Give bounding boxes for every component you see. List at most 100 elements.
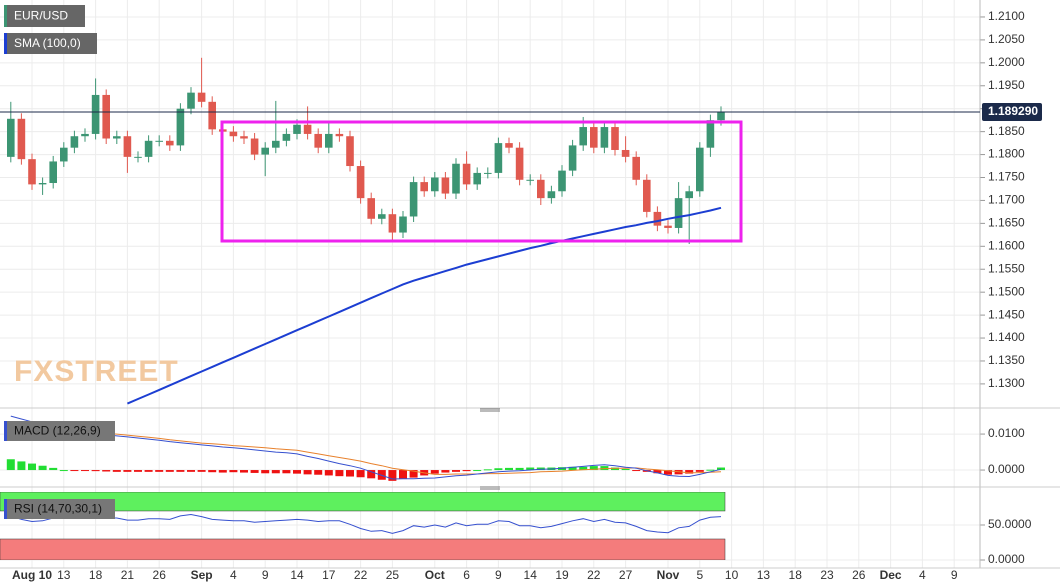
candle-body xyxy=(187,92,195,109)
histogram-bar xyxy=(38,465,47,471)
y-tick-label: 1.1750 xyxy=(988,170,1025,184)
histogram-bar xyxy=(208,470,217,473)
y-tick-label: 1.1350 xyxy=(988,353,1025,367)
histogram-bar xyxy=(600,466,609,471)
x-tick-label: Nov xyxy=(657,568,680,582)
y-tick-label: 1.1400 xyxy=(988,330,1025,344)
x-tick-label: 14 xyxy=(290,568,304,582)
x-tick-label: 18 xyxy=(789,568,803,582)
histogram-bar xyxy=(589,466,598,471)
y-tick-label: 1.2000 xyxy=(988,55,1025,69)
candle-body xyxy=(717,111,725,121)
legend-box[interactable] xyxy=(4,33,97,54)
candle-body xyxy=(611,127,619,150)
rsi-line xyxy=(10,513,722,534)
legend-layer: EUR/USD SMA (100,0) MACD (12,26,9) RSI (… xyxy=(4,5,115,519)
x-tick-label: 13 xyxy=(57,568,71,582)
candle-body xyxy=(176,108,185,146)
y-tick-label: 1.1950 xyxy=(988,78,1025,92)
histogram-bar xyxy=(28,463,36,471)
histogram-bar xyxy=(229,470,238,473)
candle-body xyxy=(91,94,100,134)
histogram-bar xyxy=(399,470,407,480)
legend-box[interactable] xyxy=(4,5,85,27)
candle-body xyxy=(378,214,386,219)
x-tick-label: 14 xyxy=(524,568,538,582)
y-tick-label: 1.1800 xyxy=(988,147,1025,161)
candle-body xyxy=(28,159,36,185)
candle-body xyxy=(293,124,301,134)
x-tick-label: 10 xyxy=(725,568,739,582)
x-tick-label: 13 xyxy=(757,568,771,582)
histogram-bar xyxy=(155,470,164,472)
histogram-bar xyxy=(197,470,206,472)
histogram-bar xyxy=(356,470,365,478)
candle-body xyxy=(346,136,354,167)
x-tick-label: 4 xyxy=(919,568,926,582)
candle-body xyxy=(208,101,216,130)
histogram-bar xyxy=(123,470,132,472)
y-tick-label: 1.2050 xyxy=(988,32,1025,46)
x-tick-label: 4 xyxy=(230,568,237,582)
candle-body xyxy=(261,147,269,155)
histogram-bar xyxy=(70,470,79,472)
histogram-bar xyxy=(59,470,68,472)
candle-body xyxy=(664,225,672,228)
legend-label: SMA (100,0) xyxy=(14,36,81,50)
histogram-bar xyxy=(346,470,354,477)
candle-body xyxy=(272,140,280,148)
histogram-bar xyxy=(261,470,270,474)
range-box xyxy=(220,120,743,243)
candle-body xyxy=(696,147,704,192)
x-tick-label: 18 xyxy=(89,568,103,582)
histogram-bar xyxy=(324,470,333,476)
y-tick-label: 1.1650 xyxy=(988,216,1025,230)
candle-body xyxy=(526,179,534,181)
histogram-bar xyxy=(579,466,588,471)
legend-label: EUR/USD xyxy=(14,9,68,23)
histogram-bar xyxy=(240,470,248,473)
histogram-bar xyxy=(112,470,121,472)
candle-body xyxy=(590,127,598,148)
candle-body xyxy=(240,136,248,139)
x-tick-label: 5 xyxy=(696,568,703,582)
candle-body xyxy=(600,127,609,148)
watermark: FXSTREET xyxy=(14,355,179,388)
histogram-bar xyxy=(483,469,492,471)
candle-body xyxy=(515,147,524,180)
candle-body xyxy=(484,172,492,174)
legend-box[interactable] xyxy=(4,499,115,519)
y-tick-label: 1.1450 xyxy=(988,307,1025,321)
candle-body xyxy=(303,124,312,134)
plot-layer: Aug 10 13 18 21 26 Sep 4 9 14 17 22 25 Oct 6 9 14 19 22 27… xyxy=(0,9,1042,582)
candle-body xyxy=(452,163,460,194)
x-tick-label: 21 xyxy=(121,568,135,582)
signal-line xyxy=(10,426,722,475)
legend-box[interactable] xyxy=(4,421,115,441)
histogram-bar xyxy=(187,470,195,472)
macd-line xyxy=(10,415,722,480)
histogram-bar xyxy=(218,470,227,473)
histogram-bar xyxy=(706,469,715,471)
candle-body xyxy=(282,133,291,141)
candle-body xyxy=(250,138,259,155)
candle-body xyxy=(399,216,407,233)
legend-label: MACD (12,26,9) xyxy=(14,424,101,438)
y-tick-label: 1.1600 xyxy=(988,238,1025,252)
candle-body xyxy=(144,140,153,157)
candle-body xyxy=(431,177,439,192)
candle-body xyxy=(325,133,333,148)
histogram-bar xyxy=(282,470,291,474)
candle-body xyxy=(102,94,110,139)
x-tick-label: 19 xyxy=(555,568,569,582)
candle-body xyxy=(134,156,142,158)
histogram-bar xyxy=(314,470,323,475)
candle-body xyxy=(113,136,121,139)
histogram-bar xyxy=(144,470,153,472)
candle-body xyxy=(685,191,693,199)
candle-body xyxy=(7,118,15,157)
candle-body xyxy=(674,198,683,228)
legend-swatch xyxy=(4,5,7,27)
